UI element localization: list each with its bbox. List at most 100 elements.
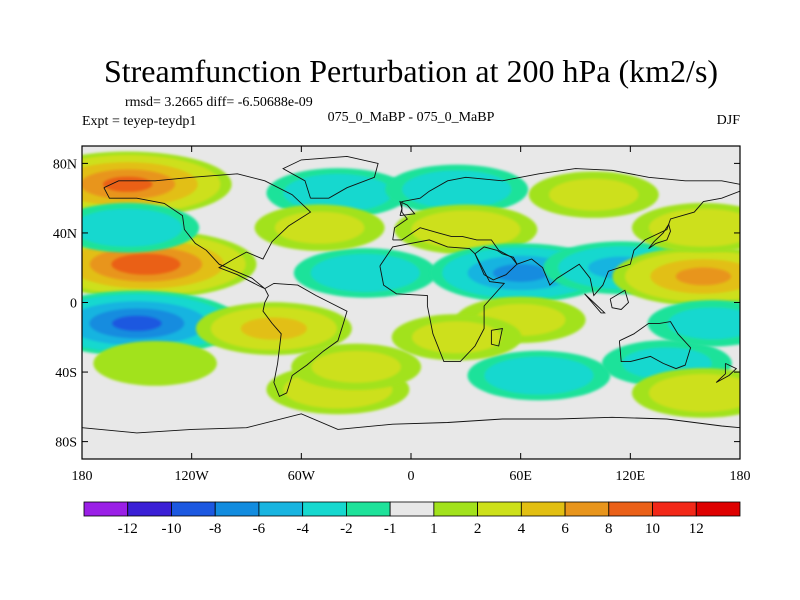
y-tick-label: 80S: [55, 436, 77, 451]
anomaly-contour-fill: [311, 350, 401, 383]
anomaly-blob: [291, 343, 422, 391]
colorbar-label: -6: [253, 521, 266, 537]
coastline-path: [618, 321, 692, 370]
season-label: DJF: [717, 113, 741, 128]
map-plot: [81, 145, 741, 460]
colorbar-swatch: [608, 501, 653, 517]
coastline-path: [262, 282, 348, 398]
anomaly-blob: [391, 314, 522, 361]
anomaly-blob: [631, 368, 740, 418]
anomaly-blob: [195, 302, 352, 355]
coastline-path: [399, 200, 416, 217]
colorbar-label: 4: [518, 521, 526, 537]
anomaly-blob: [293, 248, 437, 298]
colorbar-swatch: [564, 501, 610, 517]
colorbar-swatch: [302, 501, 347, 517]
colorbar-swatch: [652, 501, 697, 517]
x-tick-label: 180: [72, 469, 93, 484]
experiment-label: Expt = teyep-teydp1: [82, 114, 196, 129]
anomaly-contour-fill: [549, 178, 639, 211]
anomaly-blob: [647, 300, 740, 347]
x-tick-label: 0: [408, 469, 415, 484]
x-tick-label: 60E: [509, 469, 532, 484]
colorbar-label: -1: [384, 521, 397, 537]
coastline-path: [82, 413, 740, 434]
colorbar-swatch: [127, 501, 172, 517]
rmsd-label: rmsd= 3.2665 diff= -6.50688e-09: [125, 95, 313, 110]
colorbar-swatch: [345, 501, 391, 517]
axis-ticks: 180 120W 60W 0 60E 120E 180 80N 40N 0 40S 80S: [53, 146, 751, 484]
anomaly-blob: [82, 151, 232, 218]
anomaly-contour-fill: [82, 208, 183, 247]
anomaly-blob: [467, 350, 611, 401]
colorbar-swatch: [433, 501, 478, 517]
coastline-path: [584, 293, 606, 314]
colorbar-label: 10: [645, 521, 660, 537]
anomaly-contour-fill: [648, 374, 740, 412]
anomaly-contour-fill: [648, 208, 740, 247]
anomaly-contour-fill: [411, 210, 521, 249]
anomaly-blob: [254, 204, 385, 251]
colorbar-label: 2: [474, 521, 482, 537]
coastline-path: [648, 223, 671, 249]
chart-title: Streamfunction Perturbation at 200 hPa (…: [104, 53, 718, 89]
anomaly-contour-fill: [93, 340, 217, 386]
colorbar-label: 6: [561, 521, 569, 537]
coastline-path: [379, 239, 506, 363]
anomaly-contour-fill: [111, 253, 181, 276]
coastline-path: [490, 328, 503, 347]
anomaly-blob: [612, 246, 740, 307]
x-tick-label: 60W: [288, 469, 316, 484]
y-tick-label: 40N: [53, 227, 77, 242]
anomaly-contour-fill: [240, 317, 307, 340]
colorbar-swatch: [83, 501, 129, 517]
colorbar-swatch: [477, 501, 522, 517]
y-tick-label: 0: [70, 297, 77, 312]
colorbar-label: -10: [161, 521, 181, 537]
colorbar-label: 1: [430, 521, 438, 537]
anomaly-contour-fill: [111, 315, 162, 332]
coastline-path: [474, 246, 518, 281]
anomaly-contour-fill: [492, 263, 549, 282]
colorbar-swatch: [695, 501, 741, 517]
coastline-path: [392, 168, 740, 297]
x-tick-label: 120E: [616, 469, 646, 484]
anomaly-field: [82, 151, 740, 418]
anomaly-contour-fill: [310, 254, 420, 292]
colorbar-swatch: [389, 501, 435, 517]
anomaly-blob: [528, 171, 659, 218]
y-tick-label: 80N: [53, 157, 77, 172]
colorbar-swatch: [520, 501, 566, 517]
anomaly-blob: [385, 164, 529, 215]
colorbar-swatch: [258, 501, 304, 517]
anomaly-contour-fill: [274, 211, 365, 244]
coastline-path: [609, 289, 630, 310]
comparison-label: 075_0_MaBP - 075_0_MaBP: [328, 110, 495, 125]
x-tick-label: 180: [730, 469, 751, 484]
coastlines: [82, 155, 740, 434]
y-tick-label: 40S: [55, 366, 77, 381]
anomaly-contour-fill: [484, 356, 594, 395]
colorbar-label: 12: [689, 521, 704, 537]
coastline-path: [282, 155, 379, 199]
colorbar-label: -4: [296, 521, 309, 537]
colorbar-label: -8: [209, 521, 222, 537]
anomaly-blob: [93, 340, 217, 386]
colorbar-swatch: [171, 501, 216, 517]
colorbar-label: -2: [340, 521, 353, 537]
anomaly-contour-fill: [411, 321, 502, 354]
coastline-path: [715, 362, 738, 383]
anomaly-contour-fill: [675, 267, 732, 286]
x-tick-label: 120W: [175, 469, 210, 484]
anomaly-blob: [82, 290, 241, 357]
colorbar: -12 -10 -8 -6 -4 -2 -1 1 2 4 6 8 10 12: [83, 501, 741, 537]
colorbar-label: 8: [605, 521, 613, 537]
anomaly-contour-fill: [402, 170, 512, 209]
anomaly-blob: [394, 204, 538, 255]
anomaly-contour-fill: [667, 307, 740, 340]
anomaly-blob: [82, 202, 200, 253]
colorbar-swatch: [214, 501, 260, 517]
coastline-path: [103, 173, 312, 290]
colorbar-label: -12: [118, 521, 138, 537]
